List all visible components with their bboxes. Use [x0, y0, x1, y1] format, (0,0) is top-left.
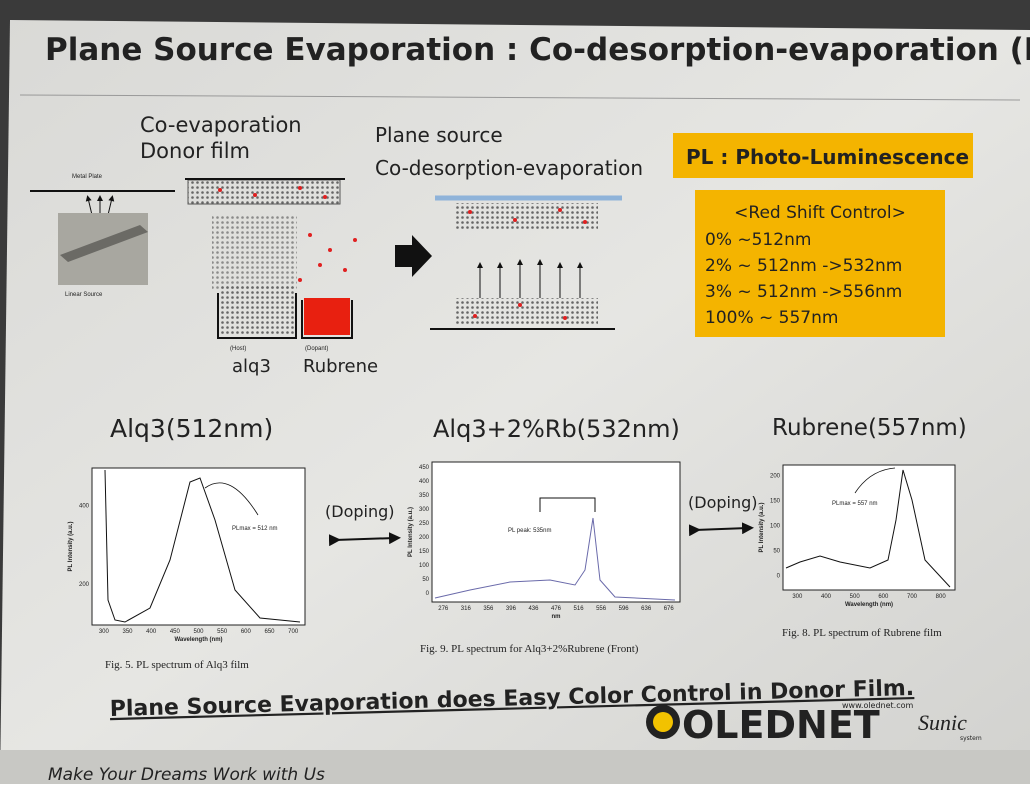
- logo: OLEDNET: [682, 703, 880, 747]
- x-tick-label: 600: [241, 629, 252, 635]
- label: (Dopant): [305, 346, 328, 352]
- y-tick-label: 100: [419, 563, 430, 569]
- x-tick-label: 700: [907, 594, 918, 600]
- annotation: PLmax = 512 nm: [232, 526, 278, 532]
- x-tick-label: 550: [217, 629, 228, 635]
- x-tick-label: 800: [936, 594, 947, 600]
- heading: Plane source: [375, 123, 503, 147]
- x-axis-label: nm: [552, 614, 561, 620]
- x-tick-label: 276: [438, 606, 449, 612]
- footer: Make Your Dreams Work with Us: [48, 765, 325, 784]
- label: (Host): [230, 346, 246, 352]
- x-tick-label: 400: [146, 629, 157, 635]
- annotation: PLmax = 557 nm: [832, 501, 878, 507]
- spectrum-title: Rubrene(557nm): [772, 415, 967, 441]
- x-tick-label: 300: [792, 594, 803, 600]
- spectrum-frame: [782, 464, 956, 591]
- doping-label: (Doping): [325, 502, 395, 521]
- spectrum-title: Alq3+2%Rb(532nm): [433, 415, 680, 443]
- doping-label: (Doping): [688, 493, 758, 512]
- caption: Fig. 5. PL spectrum of Alq3 film: [105, 659, 249, 671]
- y-tick-label: 400: [419, 479, 430, 485]
- y-tick-label: 200: [770, 474, 781, 480]
- y-tick-label: 0: [777, 574, 781, 580]
- spectrum-title: Alq3(512nm): [110, 414, 273, 443]
- label: alq3: [232, 356, 271, 377]
- x-tick-label: 476: [551, 606, 562, 612]
- heading: Donor film: [140, 139, 250, 163]
- y-axis-label: PL Intensity (a.u.): [68, 522, 74, 572]
- y-tick-label: 200: [79, 582, 90, 588]
- label: Rubrene: [303, 356, 378, 377]
- y-tick-label: 50: [773, 549, 780, 555]
- x-tick-label: 356: [483, 606, 494, 612]
- y-tick-label: 150: [770, 499, 781, 505]
- y-tick-label: 100: [770, 524, 781, 530]
- x-tick-label: 300: [99, 629, 110, 635]
- label: Metal Plate: [72, 174, 103, 180]
- x-tick-label: 650: [264, 629, 275, 635]
- y-tick-label: 50: [422, 577, 429, 583]
- x-tick-label: 500: [850, 594, 861, 600]
- x-tick-label: 516: [574, 606, 585, 612]
- spectrum-frame: [431, 461, 681, 603]
- logo-url: www.olednet.com: [842, 701, 914, 710]
- x-tick-label: 436: [528, 606, 539, 612]
- pl-item: 100% ~ 557nm: [705, 308, 838, 328]
- y-tick-label: 400: [79, 503, 90, 509]
- y-tick-label: 150: [419, 549, 430, 555]
- y-tick-label: 0: [426, 591, 430, 597]
- y-axis-label: PL Intensity (a.u.): [408, 507, 414, 557]
- y-tick-label: 350: [419, 493, 430, 499]
- y-tick-label: 450: [419, 465, 430, 471]
- sponsor: Sunic: [918, 710, 967, 735]
- x-tick-label: 450: [170, 629, 181, 635]
- title: Plane Source Evaporation : Co-desorption…: [45, 32, 1030, 68]
- y-tick-label: 250: [419, 521, 430, 527]
- x-tick-label: 636: [641, 606, 652, 612]
- pl-title-box: [673, 133, 973, 178]
- pl-item: 0% ~512nm: [705, 230, 811, 250]
- sponsor-sub: system: [960, 735, 982, 742]
- caption: Fig. 8. PL spectrum of Rubrene film: [782, 627, 942, 639]
- x-tick-label: 500: [193, 629, 204, 635]
- x-tick-label: 676: [664, 606, 675, 612]
- pl-heading: <Red Shift Control>: [734, 203, 906, 223]
- x-axis-label: Wavelength (nm): [174, 637, 222, 643]
- pl-item: 3% ~ 512nm ->556nm: [705, 282, 902, 302]
- y-axis-label: PL Intensity (a.u.): [759, 503, 765, 553]
- heading: Co-evaporation: [140, 113, 302, 137]
- x-tick-label: 556: [596, 606, 607, 612]
- spectrum-frame: [91, 467, 306, 626]
- x-tick-label: 350: [122, 629, 133, 635]
- x-tick-label: 316: [461, 606, 472, 612]
- x-tick-label: 700: [288, 629, 299, 635]
- heading: Co-desorption-evaporation: [375, 156, 643, 180]
- y-tick-label: 300: [419, 507, 430, 513]
- annotation: PL peak: 535nm: [508, 528, 551, 534]
- y-tick-label: 200: [419, 535, 430, 541]
- x-tick-label: 400: [821, 594, 832, 600]
- x-tick-label: 600: [878, 594, 889, 600]
- x-tick-label: 396: [506, 606, 517, 612]
- pl-title: PL : Photo-Luminescence: [686, 145, 969, 169]
- label: Linear Source: [65, 292, 103, 298]
- pl-box: [695, 190, 945, 337]
- pl-item: 2% ~ 512nm ->532nm: [705, 256, 902, 276]
- x-tick-label: 596: [619, 606, 630, 612]
- x-axis-label: Wavelength (nm): [845, 602, 893, 608]
- caption: Fig. 9. PL spectrum for Alq3+2%Rubrene (…: [420, 643, 639, 655]
